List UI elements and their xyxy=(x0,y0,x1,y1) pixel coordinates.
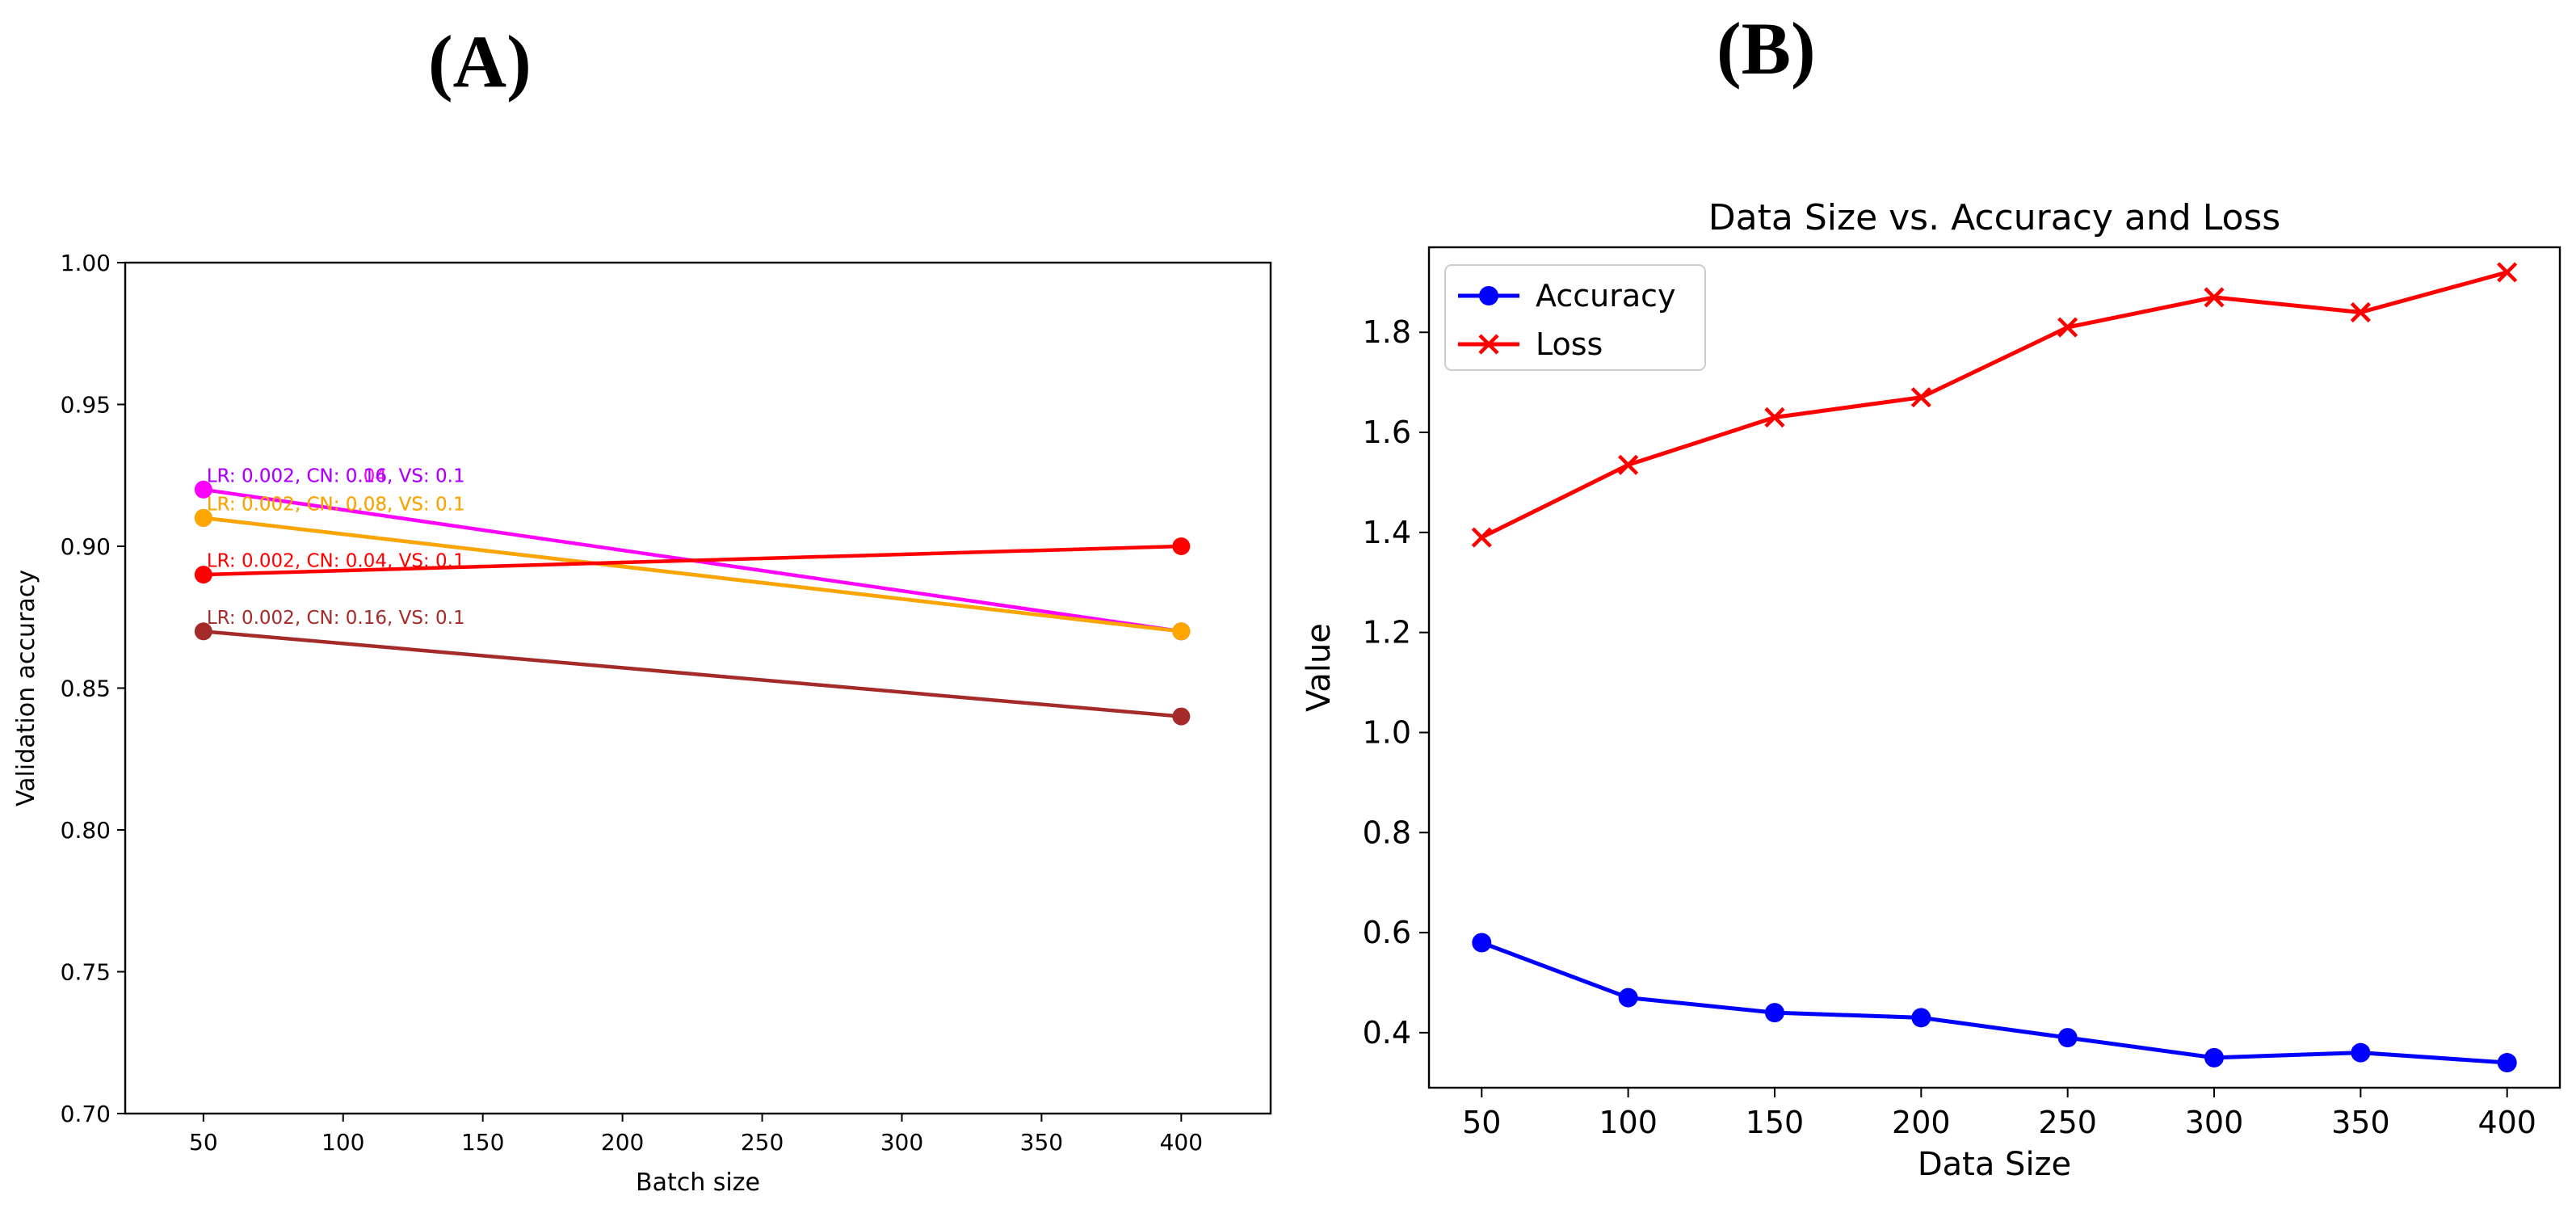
data-point xyxy=(194,480,212,499)
point-annotation: LR: 0.002, CN: 0.08, VS: 0.1 xyxy=(207,494,465,515)
data-point xyxy=(1472,933,1492,953)
legend-marker xyxy=(1478,334,1499,355)
x-tick-label: 350 xyxy=(1020,1129,1063,1156)
y-tick-label: 1.0 xyxy=(1363,714,1411,750)
y-tick-label: 1.8 xyxy=(1363,314,1411,350)
y-tick-label: 0.70 xyxy=(61,1101,111,1127)
data-point xyxy=(1910,387,1931,408)
data-point xyxy=(2497,262,2518,283)
x-tick-label: 50 xyxy=(1462,1105,1501,1140)
data-point xyxy=(1172,537,1191,555)
x-axis-label: Data Size xyxy=(1918,1146,2071,1183)
x-tick-label: 100 xyxy=(1599,1105,1658,1140)
x-tick-label: 400 xyxy=(1160,1129,1203,1156)
y-tick-label: 1.2 xyxy=(1363,615,1411,651)
data-point xyxy=(2204,287,2225,308)
y-tick-label: 1.6 xyxy=(1363,415,1411,450)
y-tick-label: 1.00 xyxy=(61,250,111,276)
y-tick-label: 0.85 xyxy=(61,676,111,702)
data-point xyxy=(2497,1053,2517,1073)
x-tick-label: 400 xyxy=(2477,1105,2536,1140)
series-line xyxy=(203,516,1182,634)
data-point xyxy=(1764,406,1785,428)
y-tick-label: 1.4 xyxy=(1363,515,1411,550)
legend-label: Accuracy xyxy=(1536,278,1676,314)
y-tick-label: 0.90 xyxy=(61,533,111,560)
data-point xyxy=(1618,454,1639,475)
chart-a-validation-accuracy: 50 100 150 200 250 300 350 400 0.70 0.75 0.80 0.85 0… xyxy=(12,250,1272,1197)
data-point xyxy=(1911,1008,1931,1028)
plot-frame xyxy=(124,261,1272,1115)
series-line xyxy=(203,544,1182,577)
data-point xyxy=(2057,1028,2078,1048)
data-point xyxy=(2057,317,2078,338)
point-annotation: LR: 0.002, CN: 0.04, VS: 0.1 xyxy=(207,551,465,572)
series-line xyxy=(1481,270,2508,540)
point-annotation: LR: 0.002, CN: 0.04, VS: 0.1 xyxy=(207,465,465,486)
y-tick-label: 0.80 xyxy=(61,817,111,844)
data-point xyxy=(2204,1047,2225,1068)
data-point xyxy=(1172,622,1191,641)
x-tick-label: 150 xyxy=(1746,1105,1805,1140)
legend-marker xyxy=(1479,286,1498,305)
y-tick-label: 0.4 xyxy=(1363,1015,1411,1051)
x-tick-label: 100 xyxy=(321,1129,364,1156)
x-tick-label: 200 xyxy=(1892,1105,1951,1140)
y-axis-label: Value xyxy=(1301,623,1338,712)
x-tick-label: 350 xyxy=(2331,1105,2390,1140)
x-tick-label: 250 xyxy=(2038,1105,2097,1140)
data-point xyxy=(194,622,212,641)
x-tick-label: 250 xyxy=(741,1129,784,1156)
y-tick-label: 0.8 xyxy=(1363,815,1411,850)
x-tick-label: 200 xyxy=(601,1129,644,1156)
x-tick-label: 300 xyxy=(2185,1105,2244,1140)
data-point xyxy=(2351,1042,2371,1063)
data-point xyxy=(1618,987,1638,1008)
x-tick-label: 150 xyxy=(461,1129,504,1156)
point-annotation: LR: 0.002, CN: 0.16, VS: 0.1 xyxy=(207,608,465,629)
data-point xyxy=(1172,707,1191,726)
panel-label-b: (B) xyxy=(1717,7,1816,90)
data-point xyxy=(194,566,212,584)
point-annotation: LR: 0.002, CN: 0.08, VS: 0.1 xyxy=(207,494,465,515)
y-tick-label: 0.75 xyxy=(61,959,111,986)
panel-label-a: (A) xyxy=(428,20,532,103)
point-annotation: LR: 0.002, CN: 0.16, VS: 0.1 xyxy=(207,465,465,486)
y-axis-label: Validation accuracy xyxy=(12,570,40,806)
x-tick-label: 300 xyxy=(880,1129,923,1156)
plot-frame xyxy=(1427,246,2561,1089)
data-point xyxy=(194,508,212,527)
y-tick-label: 0.6 xyxy=(1363,915,1411,950)
x-tick-label: 50 xyxy=(189,1129,218,1156)
y-tick-label: 0.95 xyxy=(61,392,111,419)
series-line xyxy=(203,630,1182,718)
data-point xyxy=(1764,1003,1784,1023)
series-line xyxy=(1481,941,2507,1065)
chart-title: Data Size vs. Accuracy and Loss xyxy=(1708,197,2280,238)
data-point xyxy=(2350,301,2371,323)
legend-label: Loss xyxy=(1536,326,1603,362)
chart-b-data-size-vs-accuracy-loss: Data Size vs. Accuracy and Loss 50 100 150 2… xyxy=(1301,197,2561,1183)
data-point xyxy=(1471,527,1492,548)
x-axis-label: Batch size xyxy=(636,1169,760,1197)
